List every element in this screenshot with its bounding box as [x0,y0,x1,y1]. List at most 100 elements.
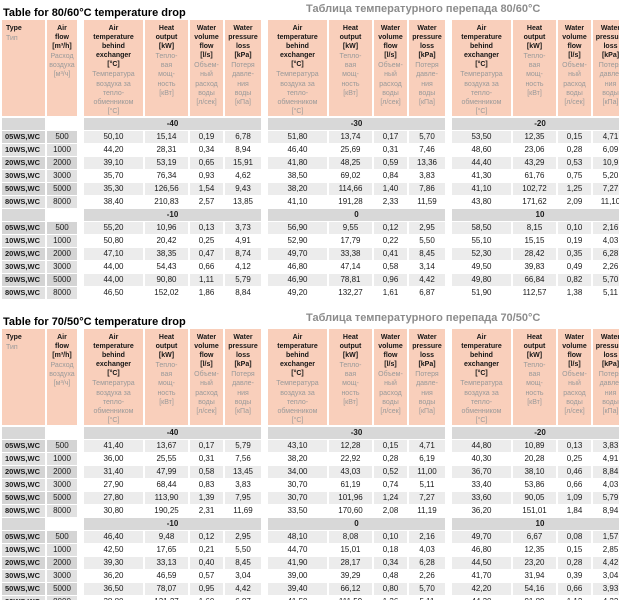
temp-band: -20 [452,426,619,440]
value-cell: 31,40 [84,465,145,479]
temp-band: -10 [84,517,263,531]
value-cell: 17,65 [145,543,190,557]
value-cell: 12,35 [513,130,558,144]
column-gap [263,247,268,261]
value-cell: 0,58 [190,465,225,479]
value-cell: 43,80 [452,195,513,209]
table-row: 50WS,WC 5000 44,00 90,80 1,11 5,79 46,90 78,81 0… [2,273,619,287]
col-header-label-en: Air temperature behind exchanger [°C] [461,333,502,378]
column-gap [447,569,452,583]
value-cell: 0,10 [374,530,409,544]
value-cell: 11,10 [593,195,619,209]
value-cell: 35,70 [84,169,145,183]
col-header-label-en: Air temperature behind exchanger [°C] [277,333,318,378]
value-cell: 1,24 [374,491,409,505]
value-cell: 49,70 [268,247,329,261]
value-cell: 0,15 [558,543,593,557]
value-cell: 5,20 [593,169,619,183]
column-gap [447,517,452,531]
row-type-label: 10WS,WC [2,452,47,466]
value-cell: 2,16 [593,221,619,235]
col-header-label-ru: Тепло- вая мощ- ность [кВт] [155,362,178,406]
value-cell: 36,00 [84,452,145,466]
value-cell: 0,28 [558,143,593,157]
value-cell: 90,80 [145,273,190,287]
value-cell: 0,18 [374,543,409,557]
value-cell: 2,95 [409,221,447,235]
value-cell: 2,16 [409,530,447,544]
col-header-label-en: Water volume flow [l/s] [378,25,403,60]
column-gap [263,156,268,170]
col-header-label-ru: Температура воздуха за тепло- обменником… [276,380,319,424]
col-header-water-pressure-loss: Water pressure loss [kPa]Потеря давле- н… [593,328,619,427]
row-type-label: 10WS,WC [2,143,47,157]
table-row: 30WS,WC 3000 44,00 54,43 0,66 4,12 46,80 47,14 0… [2,260,619,274]
column-gap [263,328,268,427]
value-cell: 38,20 [268,182,329,196]
value-cell: 0,08 [558,530,593,544]
col-header-air-temp-behind-exchanger: Air temperature behind exchanger [°C] Тем… [452,20,513,118]
value-cell: 1,61 [374,286,409,300]
value-cell: 0,84 [374,169,409,183]
value-cell: 20,28 [513,452,558,466]
value-cell: 4,03 [593,478,619,492]
value-cell: 0,66 [558,582,593,596]
value-cell: 38,20 [268,452,329,466]
value-cell: 6,28 [593,247,619,261]
value-cell: 5,11 [409,595,447,600]
value-cell: 12,28 [329,439,374,453]
value-cell: 4,03 [593,234,619,248]
col-header-label-en: Heat output [kW] [339,25,362,51]
value-cell: 30,80 [84,504,145,518]
value-cell: 5,11 [409,478,447,492]
column-gap [447,504,452,518]
temp-band: -30 [268,426,447,440]
value-cell: 5,11 [593,286,619,300]
value-cell: 5,70 [409,130,447,144]
column-gap [263,556,268,570]
row-type-label: 20WS,WC [2,247,47,261]
table-row: 10WS,WC 1000 44,20 28,31 0,34 8,94 46,40 25,69 0… [2,143,619,157]
value-cell: 0,28 [374,452,409,466]
value-cell: 76,34 [145,169,190,183]
value-cell: 44,00 [84,273,145,287]
col-header-label-en: Water pressure loss [kPa] [228,25,258,60]
value-cell: 8,08 [329,530,374,544]
band-row: -10 0 10 [2,517,619,531]
value-cell: 0,74 [374,478,409,492]
value-cell: 8,74 [225,247,263,261]
table-block-70-50: Table for 70/50°C temperature drop Табли… [2,312,619,600]
col-header-heat-output: Heat output [kW] Тепло- вая мощ- ность [к… [329,20,374,118]
value-cell: 46,80 [268,260,329,274]
value-cell: 78,81 [329,273,374,287]
value-cell: 0,46 [558,465,593,479]
column-gap [79,117,84,131]
value-cell: 61,76 [513,169,558,183]
table-title-ru: Таблица температурного перепада 80/60°С [306,3,541,15]
band-left-cell [2,426,47,440]
value-cell: 0,12 [190,530,225,544]
row-air-flow: 5000 [47,491,79,505]
value-cell: 7,56 [225,452,263,466]
table-row: 30WS,WC 3000 27,90 68,44 0,83 3,83 30,70 61,19 0… [2,478,619,492]
column-gap [79,234,84,248]
table-row: 05WS,WC 500 41,40 13,67 0,17 5,79 43,10 12,28 0,… [2,439,619,453]
column-gap [79,273,84,287]
column-gap [263,273,268,287]
value-cell: 51,90 [452,286,513,300]
column-gap [263,478,268,492]
value-cell: 3,73 [225,221,263,235]
col-header-water-volume-flow: Water volume flow [l/s] Объем- ный расход… [558,328,593,427]
value-cell: 23,06 [513,143,558,157]
value-cell: 39,00 [268,569,329,583]
col-header-label-en: Water pressure loss [kPa] [228,333,258,369]
value-cell: 44,00 [84,260,145,274]
value-cell: 44,50 [452,556,513,570]
value-cell: 15,91 [225,156,263,170]
row-air-flow: 500 [47,221,79,235]
value-cell: 0,47 [190,247,225,261]
value-cell: 102,72 [513,182,558,196]
value-cell: 36,50 [84,582,145,596]
col-header-air-temp-behind-exchanger: Air temperature behind exchanger [°C] Тем… [84,328,145,427]
